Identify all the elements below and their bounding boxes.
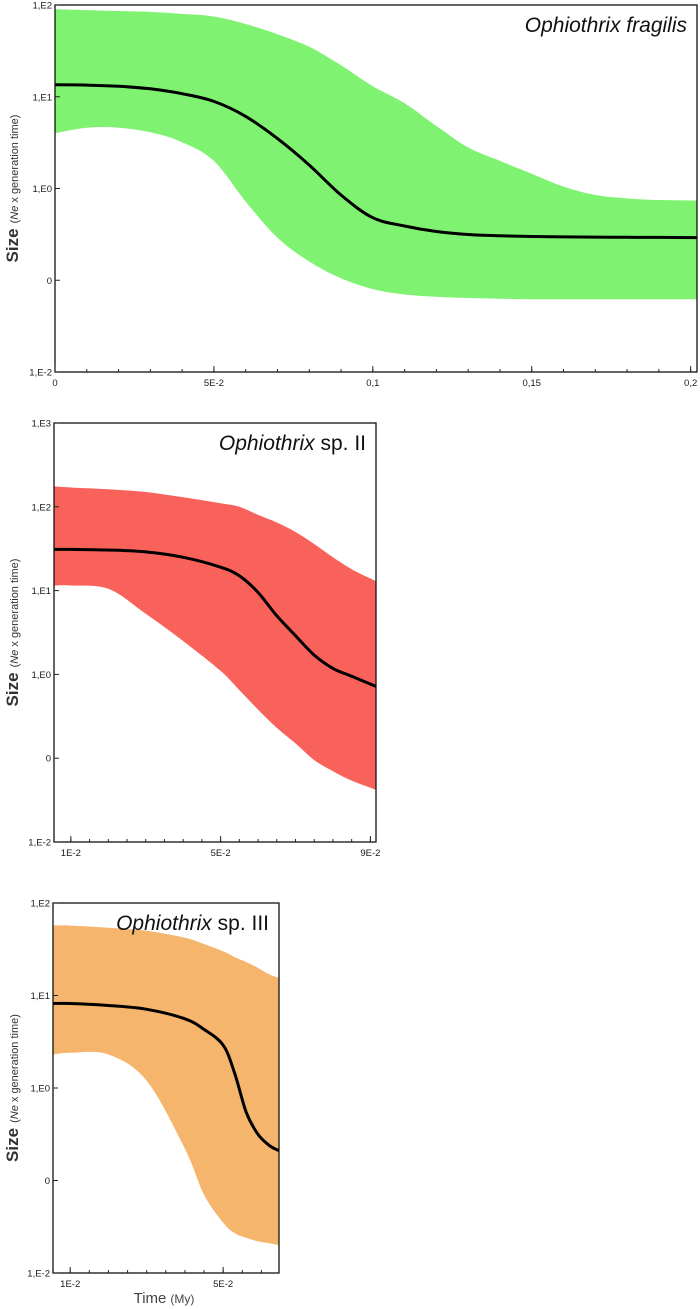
median-line [52,1001,280,1153]
y-tick-label: 0 [47,276,52,287]
x-axis-label-main: Time [134,1290,167,1307]
y-tick-label: 1,E1 [30,991,50,1002]
panel-1: 0 5E-2 0,1 0,15 0,21,E21,E11,E001,E-2Size(Ne… [3,1,698,389]
y-tick-label: 0 [45,1176,50,1187]
median-line [54,83,698,240]
x-tick-label: 0,15 [522,378,541,389]
y-axis-label-rest: x generation time) [9,1014,21,1105]
y-axis-label-main: Size [3,1128,22,1162]
y-tick-label: 1,E0 [30,1084,50,1095]
y-axis-label-open: ( [9,1119,21,1123]
panel-title: Ophiothrix fragilis [525,14,688,37]
y-tick-label: 1,E2 [30,899,50,910]
panel-title: Ophiothrix sp. III [116,912,269,935]
y-axis-label: Size (Ne x generation time) [3,559,22,707]
x-tick-label: 9E-2 [360,848,380,859]
y-axis-label-rest: x generation time) [9,115,21,206]
y-tick-label: 1,E2 [32,1,52,12]
y-axis-label-italic: Ne [9,650,21,664]
x-axis-label: Time (My) [134,1290,195,1307]
panel-3: 1E-2 5E-2 1,E2 1,E1 1,E0 0 1,E-2 Size (Ne x gene… [3,899,280,1307]
y-tick-label: 1,E-2 [28,838,51,849]
panel-title-plain: sp. II [315,432,366,455]
y-tick-label: 1,E-2 [27,1269,50,1280]
y-tick-label: 1,E3 [31,419,51,430]
y-axis-label: Size (Ne x generation time) [3,115,22,263]
x-tick-label: 5E-2 [204,378,224,389]
y-tick-label: 1,E1 [31,586,51,597]
y-tick-label: 0 [46,754,51,765]
y-axis-label-main: Size [3,672,22,706]
panel-title: Ophiothrix sp. II [219,432,366,455]
confidence-band [53,925,279,1246]
x-tick-label: 5E-2 [213,1279,233,1290]
y-axis-label-rest: x generation time) [9,559,21,650]
x-tick-label: 5E-2 [211,848,231,859]
y-axis-label-open: ( [9,663,21,667]
y-axis-label: Size (Ne x generation time) [3,1014,22,1162]
confidence-band [54,486,376,790]
median-line [53,547,377,688]
x-tick-label: 0 [52,378,57,389]
y-tick-label: 1,E1 [32,92,52,103]
confidence-band [55,9,697,300]
panel-title-italic: Ophiothrix [116,912,213,935]
x-axis-label-unit: (My) [170,1292,194,1306]
panel-2: 1E-2 5E-2 9E-2 1,E3 1,E2 1,E1 1,E0 0 1,E-2 Size (N… [3,419,380,860]
x-tick-label: 1E-2 [61,848,81,859]
x-tick-label: 0,2 [684,378,697,389]
x-tick-label: 0,1 [366,378,379,389]
plot-frame [53,422,377,843]
panel-title-italic: Ophiothrix [219,432,316,455]
y-axis-label-main: Size [3,228,22,262]
y-axis-label-open: ( [9,219,21,223]
y-tick-label: 1,E-2 [29,368,52,379]
y-tick-label: 1,E0 [31,670,51,681]
y-tick-label: 1,E2 [31,502,51,513]
panel-title-plain: sp. III [212,912,269,935]
panel-title-italic: Ophiothrix fragilis [525,14,688,37]
x-tick-label: 1E-2 [60,1279,80,1290]
y-tick-label: 1,E0 [32,184,52,195]
y-axis-label-italic: Ne [9,206,21,220]
y-axis-label-italic: Ne [9,1105,21,1119]
